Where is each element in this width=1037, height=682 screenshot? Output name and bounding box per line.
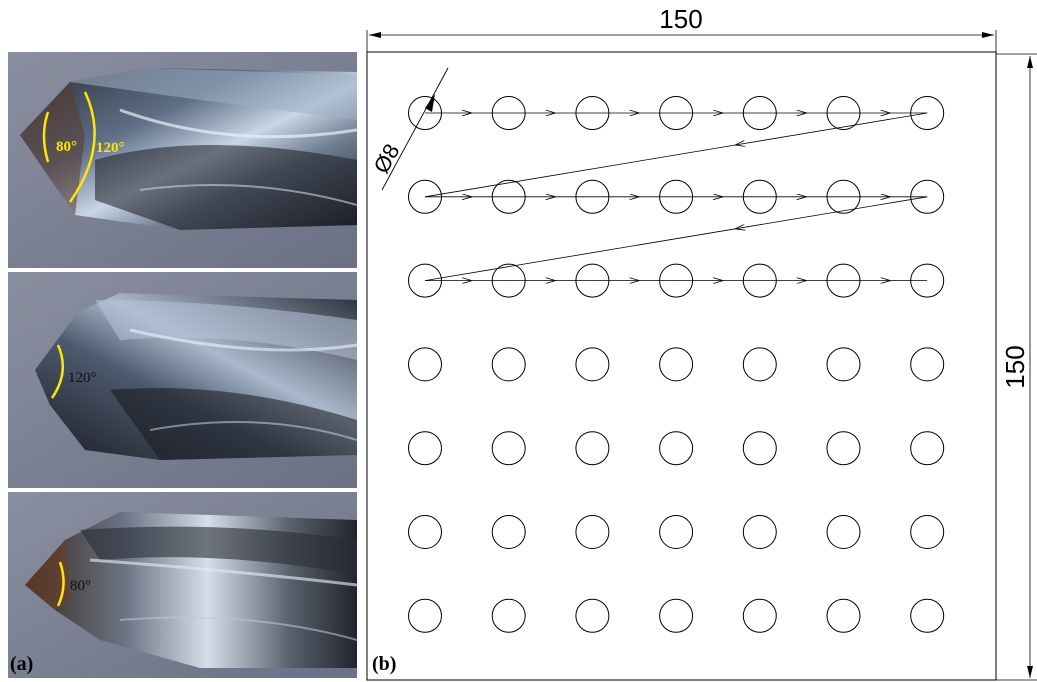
drill-hole xyxy=(826,598,861,633)
drill-1-angle-2: 120° xyxy=(96,140,125,156)
drill-hole xyxy=(575,598,610,633)
drill-hole xyxy=(910,431,945,466)
drill-hole xyxy=(491,598,526,633)
drilling-path xyxy=(424,112,928,281)
drill-hole xyxy=(408,598,442,633)
drill-1-angle-1: 80° xyxy=(56,139,77,155)
drill-hole xyxy=(742,515,777,549)
drill-hole xyxy=(742,598,777,633)
panel-a-label: (a) xyxy=(10,653,33,675)
drill-photo-2: 120° xyxy=(8,272,358,488)
diameter-leader-line xyxy=(381,67,449,191)
angle-arc-120 xyxy=(50,344,65,399)
drill-photo-1: 80° 120° xyxy=(8,52,358,268)
drill-hole xyxy=(659,431,694,466)
panel-b: 150 150 Ø8 (b) xyxy=(366,4,1037,681)
drill-hole xyxy=(910,347,945,382)
drill-hole xyxy=(826,515,861,549)
panel-b-label: (b) xyxy=(372,653,396,675)
path-return-segment xyxy=(424,228,737,281)
angle-arc-120 xyxy=(68,91,96,203)
drill-hole xyxy=(910,515,945,549)
drill-hole xyxy=(575,431,610,466)
drill-hole xyxy=(575,347,610,382)
drill-hole xyxy=(742,347,777,382)
drill-hole xyxy=(742,431,777,466)
diameter-arrow xyxy=(425,94,435,112)
drill-hole xyxy=(659,515,694,549)
drill-hole xyxy=(659,598,694,633)
drill-hole xyxy=(659,347,694,382)
panel-a: 80° 120° 120° xyxy=(8,52,358,678)
width-dimension-label: 150 xyxy=(659,4,702,34)
angle-arc-80 xyxy=(56,561,65,607)
drill-hole xyxy=(491,515,526,549)
drill-hole xyxy=(826,347,861,382)
drill-hole xyxy=(910,598,945,633)
path-return-segment xyxy=(736,196,928,229)
height-dimension-label: 150 xyxy=(1000,345,1030,388)
drill-photo-3: 80° xyxy=(8,492,358,678)
drill-hole xyxy=(408,515,442,549)
drill-3-angle-1: 80° xyxy=(70,578,91,594)
plate-outline xyxy=(366,51,997,681)
path-return-segment xyxy=(736,112,928,145)
drill-hole xyxy=(408,347,442,382)
drill-hole xyxy=(575,515,610,549)
angle-arc-80 xyxy=(42,111,50,163)
drill-hole xyxy=(408,431,442,466)
path-return-segment xyxy=(424,144,737,198)
drill-hole xyxy=(491,431,526,466)
drill-hole xyxy=(826,431,861,466)
drill-hole xyxy=(491,347,526,382)
drill-2-angle-1: 120° xyxy=(68,370,97,386)
